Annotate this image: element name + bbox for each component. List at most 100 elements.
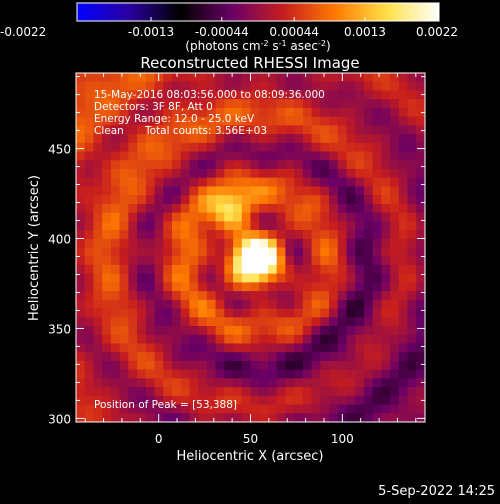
heatmap-cell bbox=[76, 160, 86, 170]
heatmap-cell bbox=[372, 413, 382, 423]
heatmap-cell bbox=[381, 212, 391, 222]
heatmap-cell bbox=[363, 116, 373, 126]
heatmap-cell bbox=[224, 107, 234, 117]
annotation-peak-position: Position of Peak = [53,388] bbox=[94, 399, 237, 411]
heatmap-cell bbox=[390, 360, 400, 370]
heatmap-cell bbox=[137, 308, 147, 318]
heatmap-cell bbox=[171, 221, 181, 231]
heatmap-cell bbox=[241, 334, 251, 344]
heatmap-cell bbox=[137, 299, 147, 309]
heatmap-cell bbox=[294, 81, 304, 91]
heatmap-cell bbox=[267, 160, 277, 170]
heatmap-cell bbox=[285, 360, 295, 370]
heatmap-cell bbox=[407, 160, 417, 170]
heatmap-cell bbox=[337, 282, 347, 292]
heatmap-cell bbox=[189, 282, 199, 292]
heatmap-cell bbox=[128, 343, 138, 353]
heatmap-cell bbox=[311, 299, 321, 309]
heatmap-cell bbox=[267, 81, 277, 91]
heatmap-cell bbox=[154, 282, 164, 292]
heatmap-cell bbox=[346, 395, 356, 405]
heatmap-cell bbox=[320, 186, 330, 196]
heatmap-cell bbox=[102, 273, 112, 283]
heatmap-cell bbox=[407, 177, 417, 187]
heatmap-cell bbox=[294, 134, 304, 144]
heatmap-cell bbox=[381, 395, 391, 405]
heatmap-cell bbox=[206, 203, 216, 213]
heatmap-cell bbox=[337, 326, 347, 336]
heatmap-cell bbox=[329, 413, 339, 423]
heatmap-cell bbox=[241, 221, 251, 231]
heatmap-cell bbox=[180, 395, 190, 405]
heatmap-cell bbox=[320, 195, 330, 205]
heatmap-cell bbox=[76, 352, 86, 362]
heatmap-cell bbox=[224, 387, 234, 397]
heatmap-cell bbox=[224, 247, 234, 257]
heatmap-cell bbox=[180, 160, 190, 170]
heatmap-cell bbox=[119, 317, 129, 327]
heatmap-cell bbox=[302, 334, 312, 344]
heatmap-cell bbox=[215, 404, 225, 414]
heatmap-cell bbox=[302, 395, 312, 405]
heatmap-cell bbox=[259, 177, 269, 187]
heatmap-cell bbox=[398, 212, 408, 222]
heatmap-cell bbox=[355, 256, 365, 266]
heatmap-cell bbox=[285, 116, 295, 126]
heatmap-cell bbox=[241, 125, 251, 135]
heatmap-cell bbox=[337, 378, 347, 388]
heatmap-cell bbox=[76, 230, 86, 240]
heatmap-cell bbox=[346, 195, 356, 205]
heatmap-cell bbox=[294, 413, 304, 423]
heatmap-cell bbox=[102, 308, 112, 318]
heatmap-cell bbox=[250, 221, 260, 231]
heatmap-cell bbox=[398, 308, 408, 318]
heatmap-cell bbox=[102, 73, 112, 83]
heatmap-cell bbox=[294, 238, 304, 248]
heatmap-cell bbox=[206, 334, 216, 344]
heatmap-cell bbox=[119, 273, 129, 283]
heatmap-cell bbox=[346, 413, 356, 423]
heatmap-cell bbox=[180, 221, 190, 231]
heatmap-cell bbox=[163, 343, 173, 353]
heatmap-cell bbox=[119, 230, 129, 240]
heatmap-cell bbox=[215, 73, 225, 83]
heatmap-cell bbox=[398, 360, 408, 370]
heatmap-cell bbox=[259, 299, 269, 309]
heatmap-cell bbox=[320, 160, 330, 170]
heatmap-cell bbox=[416, 177, 426, 187]
heatmap-cell bbox=[198, 317, 208, 327]
heatmap-cell bbox=[398, 369, 408, 379]
heatmap-cell bbox=[276, 186, 286, 196]
heatmap-cell bbox=[302, 308, 312, 318]
heatmap-cell bbox=[302, 369, 312, 379]
heatmap-cell bbox=[180, 256, 190, 266]
heatmap-cell bbox=[407, 221, 417, 231]
heatmap-cell bbox=[416, 326, 426, 336]
heatmap-cell bbox=[302, 378, 312, 388]
heatmap-cell bbox=[154, 343, 164, 353]
heatmap-cell bbox=[215, 116, 225, 126]
heatmap-cell bbox=[294, 203, 304, 213]
heatmap-cell bbox=[180, 81, 190, 91]
heatmap-cell bbox=[215, 203, 225, 213]
heatmap-cell bbox=[363, 151, 373, 161]
heatmap-cell bbox=[329, 238, 339, 248]
x-axis-tick-label: 0 bbox=[155, 432, 163, 446]
heatmap-cell bbox=[163, 317, 173, 327]
heatmap-cell bbox=[93, 81, 103, 91]
heatmap-cell bbox=[285, 352, 295, 362]
heatmap-cell bbox=[189, 404, 199, 414]
heatmap-cell bbox=[407, 203, 417, 213]
heatmap-cell bbox=[171, 230, 181, 240]
heatmap-cell bbox=[276, 369, 286, 379]
heatmap-cell bbox=[171, 404, 181, 414]
heatmap-cell bbox=[311, 212, 321, 222]
heatmap-cell bbox=[145, 404, 155, 414]
heatmap-cell bbox=[215, 273, 225, 283]
heatmap-cell bbox=[346, 378, 356, 388]
heatmap-cell bbox=[372, 73, 382, 83]
heatmap-cell bbox=[337, 308, 347, 318]
heatmap-cell bbox=[189, 195, 199, 205]
heatmap-cell bbox=[346, 125, 356, 135]
heatmap-cell bbox=[407, 142, 417, 152]
